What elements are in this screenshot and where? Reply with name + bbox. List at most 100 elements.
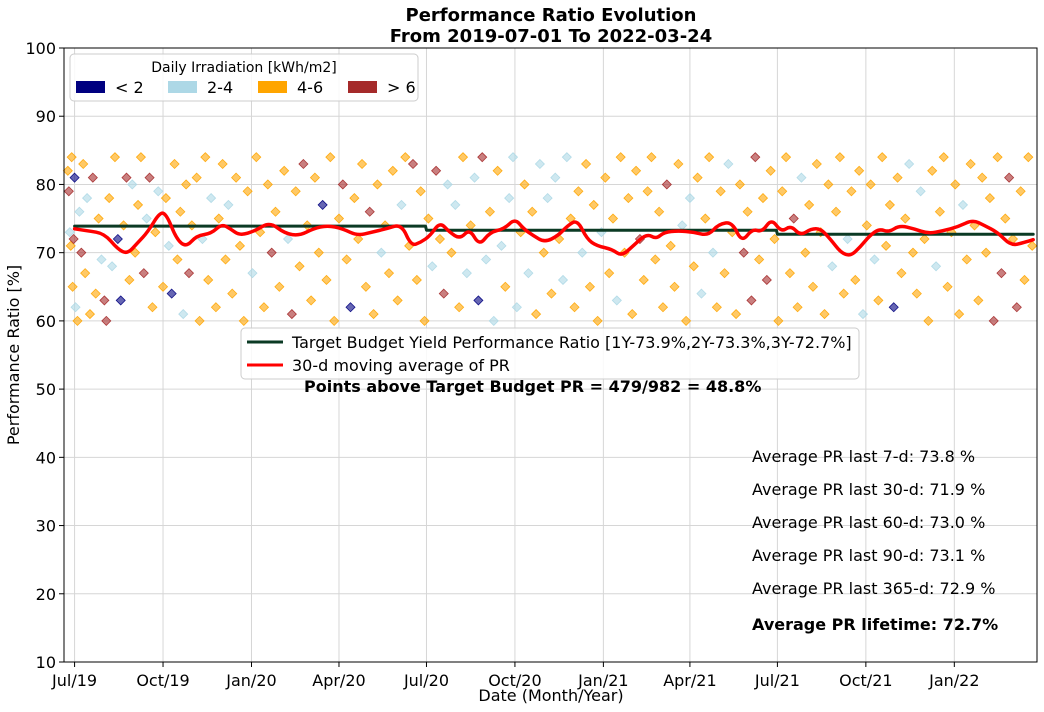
pr-data-point [507,152,519,163]
irradiation-legend-title: Daily Irradiation [kWh/m2] [151,60,336,76]
pr-data-point [457,152,469,163]
pr-data-point [604,268,615,279]
pr-data-point [730,309,742,320]
pr-data-point [484,206,495,217]
pr-data-point [203,274,214,286]
pr-data-point [561,152,572,163]
pr-data-point [112,233,123,245]
x-tick-label: Jul/20 [403,671,449,690]
y-axis-ticks: 10 20 30 40 50 60 70 80 90 100 [25,39,64,672]
pr-data-point [896,268,907,279]
pr-data-point [247,268,258,279]
pr-data-point [157,281,169,292]
pr-data-point [842,233,853,245]
series-legend: Target Budget Yield Performance Ratio [1… [240,327,860,380]
pr-data-point [938,152,949,163]
pr-data-point [407,158,419,170]
pr-data-point [911,288,922,299]
pr-data-point [210,302,221,313]
pr-data-point [213,213,224,224]
pr-data-point [684,193,695,204]
x-tick-label: Apr/21 [663,671,716,690]
plot-frame [63,47,1038,663]
pr-data-point [780,152,792,163]
pr-data-point [169,158,180,170]
pr-data-point [719,268,730,279]
pr-data-point [854,165,865,176]
x-tick-label: Oct/20 [488,671,541,690]
pr-data-point [865,179,876,190]
pr-data-point [423,213,434,224]
pr-data-point [550,172,561,183]
pr-data-point [577,247,588,258]
pr-data-point [980,247,992,258]
pr-data-point [707,247,719,258]
avg-lifetime-annotation: Average PR lifetime: 72.7% [752,615,998,634]
pr-data-point [584,281,595,292]
pr-data-point [127,179,138,190]
pr-data-point [72,315,83,326]
pr-data-point [1004,172,1015,183]
pr-data-point [973,295,984,306]
pr-data-point [163,240,174,251]
pr-data-point [223,199,234,210]
pr-data-point [124,274,135,286]
pr-data-point [877,152,888,163]
pr-data-point [657,302,669,313]
pr-data-point [411,274,422,286]
pr-data-point [262,179,273,190]
pr-data-point [473,295,484,306]
pr-data-point [454,302,465,313]
pr-data-point [704,152,715,163]
pr-data-point [325,152,336,163]
y-tick-label: 70 [36,244,56,263]
pr-data-point [977,172,988,183]
irradiation-legend-frame [69,53,419,102]
pr-data-point [321,274,332,286]
pr-data-point [942,281,953,292]
pr-data-point [996,268,1007,279]
pr-data-point [777,186,788,197]
pr-data-point [534,158,545,170]
pr-data-point [538,247,549,258]
pr-data-point [904,158,915,170]
pr-data-point [144,172,155,183]
pr-data-point [68,233,79,245]
pr-data-point [290,186,301,197]
pr-data-point [573,186,584,197]
pr-data-point [827,261,838,272]
pr-data-point [160,193,171,204]
pr-data-point [1015,186,1026,197]
y-tick-label: 100 [25,39,56,58]
scatter-points [62,152,1038,326]
pr-data-point [919,233,930,245]
pr-data-point [954,309,965,320]
pr-data-point [294,261,305,272]
pr-data-point [266,247,277,258]
pr-data-point [888,302,899,313]
pr-data-point [345,302,356,313]
x-tick-label: Jan/20 [225,671,276,690]
pr-data-point [642,186,653,197]
pr-data-point [757,193,769,204]
pr-data-point [360,281,371,292]
pr-data-point [396,199,407,210]
moving-average-line [72,211,1035,257]
pr-data-point [270,206,281,217]
pr-data-point [333,213,345,224]
pr-data-point [715,186,726,197]
pr-data-point [638,274,649,286]
pr-data-point [804,199,815,210]
pr-data-point [611,295,622,306]
pr-data-point [750,152,761,163]
series-lines [72,211,1035,257]
y-tick-label: 60 [36,312,56,331]
pr-data-point [557,274,569,286]
x-tick-label: Jul/19 [51,671,97,690]
pr-data-point [627,309,638,320]
avg-60d-annotation: Average PR last 60-d: 73.0 % [752,513,985,532]
y-tick-label: 50 [36,380,56,399]
pr-data-point [234,240,246,251]
pr-data-point [542,193,553,204]
pr-data-point [492,165,503,176]
